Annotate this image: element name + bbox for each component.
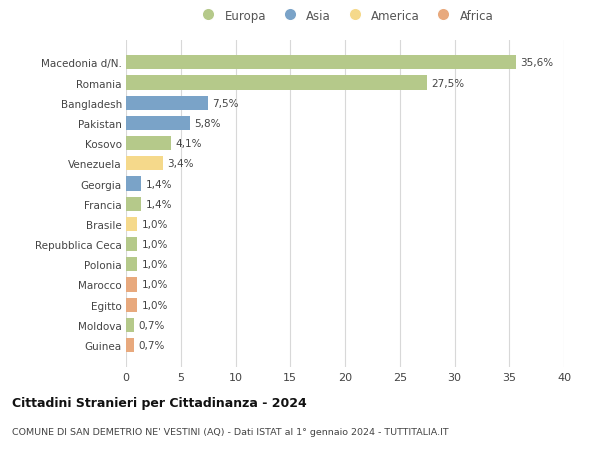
Text: 3,4%: 3,4% [167, 159, 194, 169]
Text: 27,5%: 27,5% [431, 78, 464, 88]
Bar [126, 257, 137, 272]
Bar [126, 137, 171, 151]
Text: 0,7%: 0,7% [138, 320, 164, 330]
Bar [126, 96, 208, 111]
Text: 1,4%: 1,4% [146, 199, 172, 209]
Text: 7,5%: 7,5% [212, 99, 239, 108]
Text: 0,7%: 0,7% [138, 340, 164, 350]
Bar [126, 56, 516, 70]
Text: 5,8%: 5,8% [194, 118, 220, 129]
Text: 1,0%: 1,0% [142, 240, 168, 250]
Bar [126, 76, 427, 90]
Text: 1,0%: 1,0% [142, 260, 168, 270]
Bar [126, 338, 134, 353]
Bar [126, 218, 137, 231]
Text: 1,4%: 1,4% [146, 179, 172, 189]
Bar [126, 197, 142, 211]
Legend: Europa, Asia, America, Africa: Europa, Asia, America, Africa [191, 5, 499, 27]
Bar [126, 157, 163, 171]
Bar [126, 278, 137, 292]
Text: Cittadini Stranieri per Cittadinanza - 2024: Cittadini Stranieri per Cittadinanza - 2… [12, 396, 307, 409]
Text: COMUNE DI SAN DEMETRIO NE' VESTINI (AQ) - Dati ISTAT al 1° gennaio 2024 - TUTTIT: COMUNE DI SAN DEMETRIO NE' VESTINI (AQ) … [12, 427, 449, 436]
Bar [126, 318, 134, 332]
Bar [126, 117, 190, 131]
Text: 1,0%: 1,0% [142, 280, 168, 290]
Text: 4,1%: 4,1% [175, 139, 202, 149]
Text: 35,6%: 35,6% [520, 58, 553, 68]
Text: 1,0%: 1,0% [142, 300, 168, 310]
Text: 1,0%: 1,0% [142, 219, 168, 230]
Bar [126, 298, 137, 312]
Bar [126, 237, 137, 252]
Bar [126, 177, 142, 191]
